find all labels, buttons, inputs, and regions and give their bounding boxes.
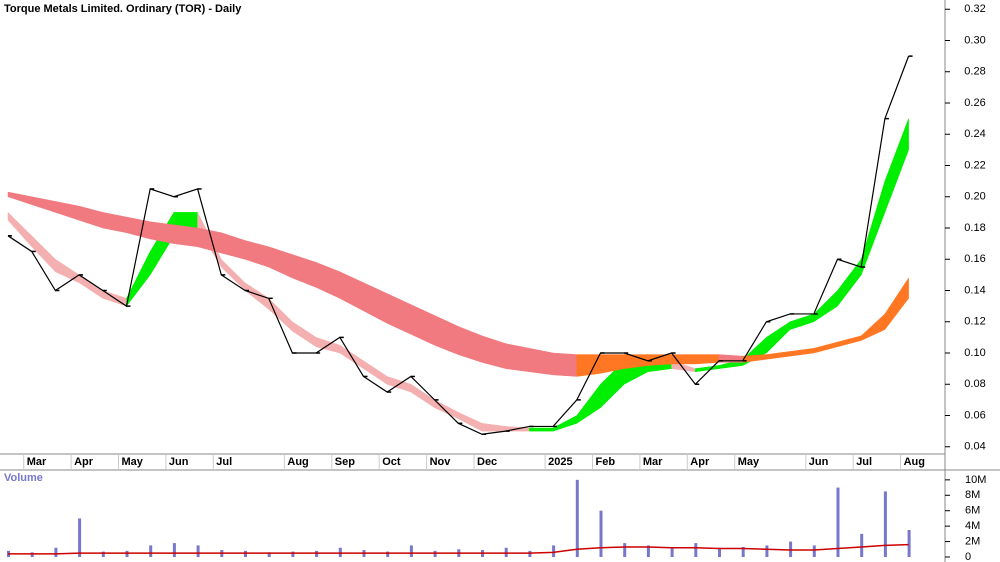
- y-tick-label: 8M: [965, 489, 980, 501]
- x-tick-label: May: [738, 456, 760, 468]
- x-tick-label: Mar: [643, 456, 663, 468]
- y-tick-label: 6M: [965, 505, 980, 517]
- y-tick-label: 0.18: [964, 222, 985, 234]
- x-tick-label: Aug: [287, 456, 308, 468]
- volume-bar: [267, 552, 271, 557]
- y-tick-label: 0.14: [964, 284, 985, 296]
- ribbon: [7, 191, 909, 377]
- y-tick-label: 0: [965, 551, 971, 562]
- y-tick-label: 0.08: [964, 378, 985, 390]
- ribbon-segment: [671, 354, 696, 365]
- ribbon-segment: [173, 224, 198, 248]
- x-tick-label: May: [122, 456, 144, 468]
- x-tick-label: Dec: [477, 456, 497, 468]
- volume-bar: [433, 550, 437, 557]
- chart-title: Torque Metals Limited. Ordinary (TOR) - …: [4, 3, 242, 15]
- y-tick-label: 4M: [965, 520, 980, 532]
- ribbon-segment: [505, 343, 530, 373]
- ribbon-segment: [576, 354, 601, 377]
- y-tick-label: 10M: [965, 474, 986, 486]
- y-tick-label: 0.12: [964, 316, 985, 328]
- volume-bar: [78, 518, 82, 557]
- volume-bar: [504, 547, 508, 557]
- x-tick-label: Jul: [216, 456, 232, 468]
- volume-bar: [196, 545, 200, 557]
- volume-bar: [338, 547, 342, 557]
- x-tick-label: Jun: [169, 456, 189, 468]
- volume-label: Volume: [4, 472, 43, 484]
- x-tick-label: Apr: [690, 456, 710, 468]
- volume-bar: [670, 547, 674, 557]
- volume-ma: [8, 543, 909, 555]
- volume-bar: [907, 530, 911, 557]
- volume-bar: [789, 541, 793, 557]
- volume-bar: [30, 552, 34, 557]
- volume-bar: [386, 551, 390, 557]
- volume-bar: [646, 545, 650, 557]
- ribbon-segment: [695, 354, 720, 365]
- volume-bar: [125, 550, 129, 557]
- y-tick-label: 0.06: [964, 409, 985, 421]
- volume-bar: [149, 545, 153, 557]
- volume-bar: [101, 551, 105, 557]
- ribbon-segment: [884, 277, 909, 331]
- volume-bar: [812, 545, 816, 557]
- ribbon-segment: [552, 352, 578, 377]
- volume-bar: [172, 543, 176, 557]
- y-tick-label: 0.16: [964, 253, 985, 265]
- volume-bar: [623, 543, 627, 557]
- x-tick-label: 2025: [548, 456, 572, 468]
- volume-bar: [315, 550, 319, 557]
- y-tick-label: 0.20: [964, 191, 985, 203]
- y-tick-label: 0.28: [964, 66, 985, 78]
- x-tick-label: Sep: [335, 456, 355, 468]
- volume-bar: [291, 551, 295, 557]
- volume-bar: [765, 545, 769, 557]
- volume-bar: [694, 543, 698, 557]
- volume-bar: [718, 547, 721, 557]
- volume-bar: [836, 487, 840, 557]
- volume-bar: [244, 550, 247, 557]
- x-tick-label: Apr: [74, 456, 94, 468]
- y-tick-label: 0.22: [964, 159, 985, 171]
- x-tick-label: Oct: [382, 456, 401, 468]
- volume-bar: [575, 479, 579, 557]
- x-tick-label: Mar: [27, 456, 47, 468]
- volume-bar: [552, 545, 556, 557]
- volume-bar: [54, 547, 58, 557]
- x-tick-label: Feb: [596, 456, 616, 468]
- y-tick-label: 0.26: [964, 97, 985, 109]
- y-tick-label: 0.30: [964, 34, 985, 46]
- volume-bar: [883, 491, 887, 557]
- x-tick-label: Jun: [809, 456, 829, 468]
- volume-bar: [860, 533, 864, 557]
- ribbon-segment: [884, 118, 909, 213]
- x-tick-label: Jul: [856, 456, 872, 468]
- y-tick-label: 0.10: [964, 347, 985, 359]
- y-tick-label: 0.04: [964, 441, 985, 453]
- ribbon-segment: [529, 348, 554, 376]
- ribbon-segment: [529, 427, 554, 432]
- y-tick-label: 0.32: [964, 3, 985, 15]
- y-tick-label: 0.24: [964, 128, 985, 140]
- x-tick-label: Nov: [430, 456, 452, 468]
- volume-bar: [409, 545, 413, 557]
- x-tick-label: Aug: [904, 456, 925, 468]
- y-tick-label: 2M: [965, 535, 980, 547]
- volume-bar: [741, 546, 745, 557]
- volume-bar: [599, 510, 603, 557]
- volume-bar: [528, 550, 532, 557]
